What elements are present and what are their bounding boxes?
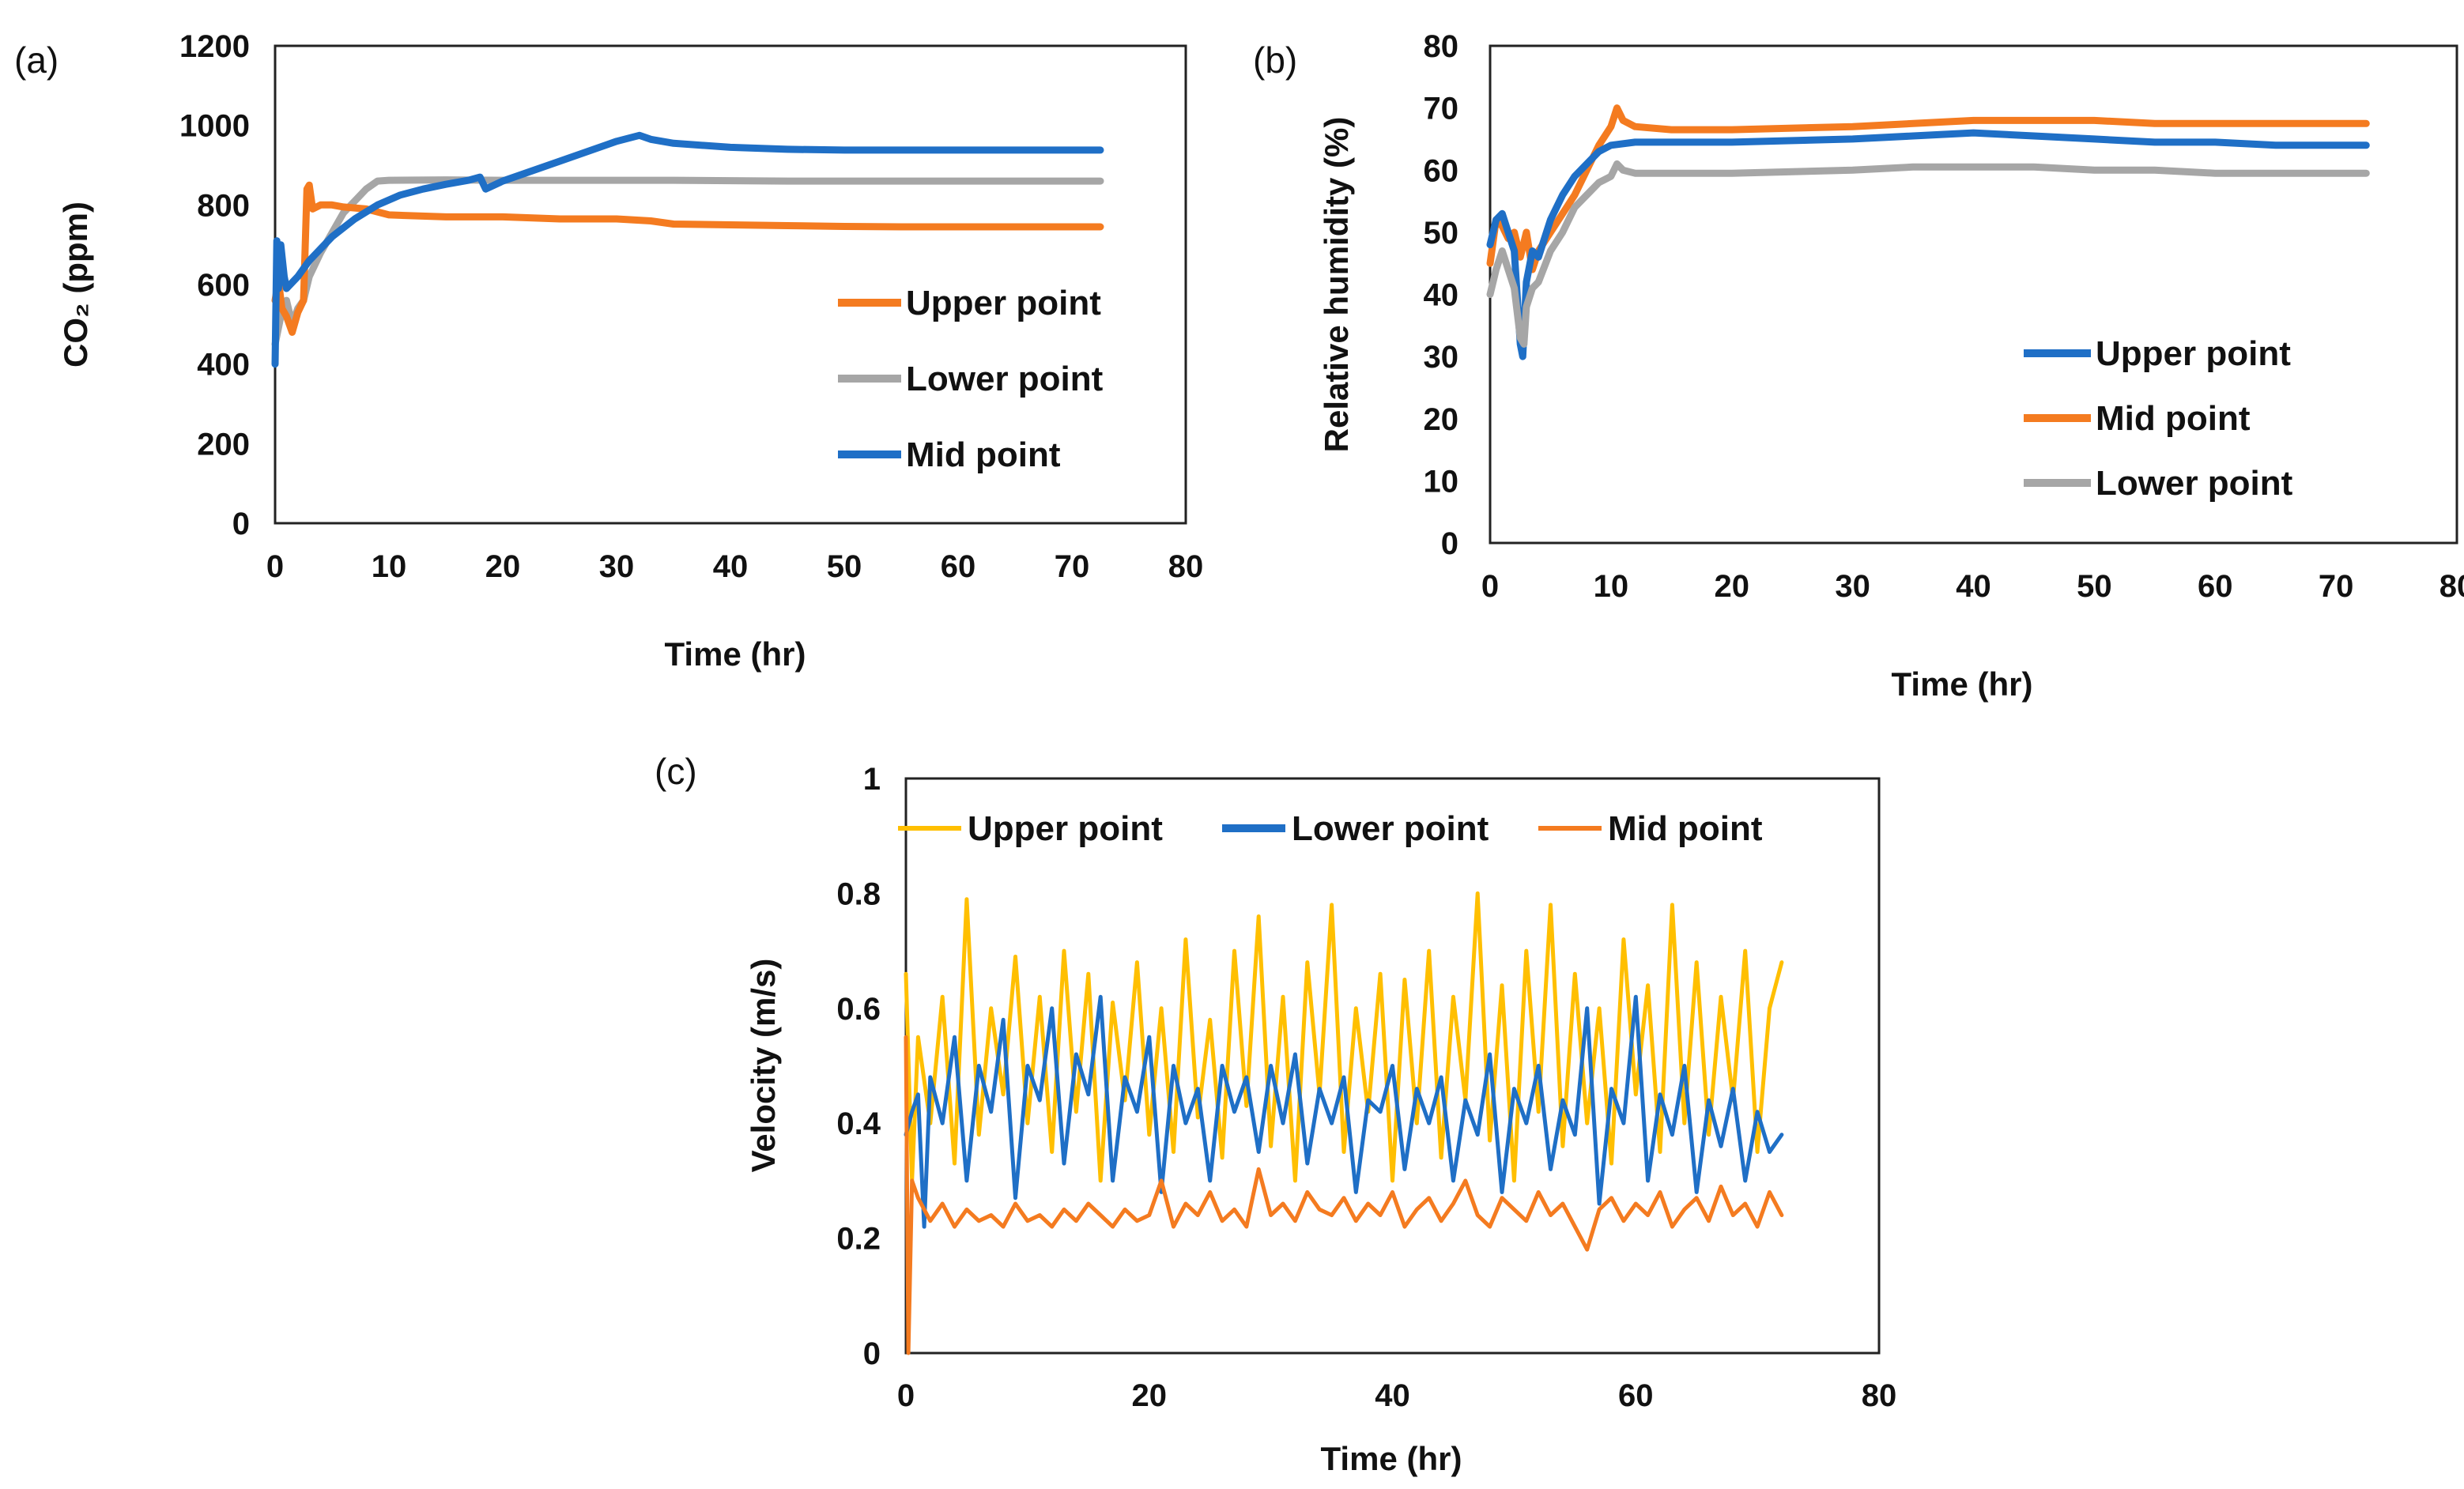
legend-entry-label: Lower point — [906, 360, 1104, 398]
series-line-lower-point — [1486, 160, 2370, 348]
x-tick-label: 0 — [897, 1378, 915, 1413]
x-tick-label: 0 — [1481, 569, 1499, 604]
chart-humidity: 0 10 20 30 40 50 60 70 80 0 10 20 30 40 50 60 70 80 Time (… — [1318, 29, 2464, 703]
y-tick-label: 60 — [1424, 153, 1459, 188]
y-tick-label: 0 — [1441, 526, 1458, 561]
panel-label-a: (a) — [14, 40, 58, 81]
legend: Upper point Lower point Mid point — [898, 809, 1763, 848]
y-tick-label: 40 — [1424, 278, 1459, 313]
y-tick-label: 0 — [863, 1336, 881, 1371]
x-tick-label: 0 — [266, 549, 284, 584]
x-axis-title: Time (hr) — [1321, 1440, 1462, 1477]
x-tick-label: 60 — [941, 549, 976, 584]
x-tick-label: 70 — [1055, 549, 1090, 584]
legend-entry-label: Lower point — [1292, 809, 1489, 848]
y-tick-label: 800 — [197, 188, 250, 223]
x-tick-label: 40 — [713, 549, 749, 584]
series-line-mid-point — [1486, 104, 2370, 273]
panel-label-b: (b) — [1253, 40, 1297, 81]
x-tick-label: 80 — [1168, 549, 1204, 584]
y-tick-label: 30 — [1424, 340, 1459, 375]
x-axis-title: Time (hr) — [1892, 665, 2033, 703]
y-tick-label: 1000 — [179, 109, 250, 144]
chart-velocity: 0 20 40 60 80 0 0.2 0.4 0.6 0.8 1 Time (hr) Velocity… — [745, 762, 1896, 1477]
legend-entry-label: Mid point — [2096, 399, 2251, 438]
x-tick-label: 30 — [1835, 569, 1870, 604]
x-tick-label: 10 — [1594, 569, 1629, 604]
y-axis-title: Velocity (m/s) — [745, 959, 782, 1173]
y-tick-label: 50 — [1424, 216, 1459, 251]
y-tick-label: 1 — [863, 762, 881, 797]
y-axis-title: Relative humidity (%) — [1318, 117, 1355, 453]
y-tick-label: 200 — [197, 427, 250, 462]
x-tick-label: 50 — [2077, 569, 2112, 604]
legend-entry-label: Upper point — [906, 284, 1101, 322]
y-tick-label: 20 — [1424, 402, 1459, 437]
x-tick-label: 40 — [1375, 1378, 1410, 1413]
series-line-upper-point — [271, 181, 1104, 336]
y-tick-label: 0.2 — [836, 1222, 881, 1257]
legend-entry-label: Upper point — [968, 809, 1163, 848]
y-tick-label: 400 — [197, 348, 250, 383]
x-tick-label: 40 — [1956, 569, 1991, 604]
series-line-mid-point — [271, 131, 1104, 368]
x-tick-label: 20 — [1132, 1378, 1168, 1413]
legend-entry-label: Mid point — [906, 435, 1061, 474]
x-tick-label: 80 — [1862, 1378, 1897, 1413]
legend-entry-label: Upper point — [2096, 334, 2291, 373]
series-line-mid-point — [904, 1035, 1784, 1355]
legend-entry-label: Mid point — [1608, 809, 1763, 848]
y-tick-label: 0.4 — [836, 1106, 881, 1141]
legend: Upper point Mid point Lower point — [2024, 334, 2293, 503]
legend-entry-label: Lower point — [2096, 464, 2293, 503]
x-tick-label: 20 — [485, 549, 521, 584]
series-line-upper-point — [904, 891, 1784, 1183]
x-tick-label: 30 — [599, 549, 635, 584]
x-tick-label: 60 — [2198, 569, 2233, 604]
panel-label-c: (c) — [655, 751, 697, 792]
x-tick-label: 50 — [827, 549, 862, 584]
y-tick-label: 0.6 — [836, 992, 881, 1027]
y-tick-label: 1200 — [179, 29, 250, 64]
series-line-lower-point — [904, 994, 1784, 1229]
y-axis-title: CO₂ (ppm) — [57, 202, 94, 368]
x-tick-label: 20 — [1715, 569, 1750, 604]
x-tick-label: 70 — [2319, 569, 2354, 604]
legend: Upper point Lower point Mid point — [838, 284, 1104, 474]
x-tick-label: 60 — [1618, 1378, 1654, 1413]
y-tick-label: 600 — [197, 268, 250, 303]
x-tick-label: 10 — [372, 549, 407, 584]
y-tick-label: 0 — [232, 507, 250, 541]
x-axis-title: Time (hr) — [665, 635, 806, 673]
y-tick-label: 0.8 — [836, 876, 881, 911]
x-tick-label: 80 — [2439, 569, 2464, 604]
y-tick-label: 70 — [1424, 92, 1459, 126]
y-tick-label: 80 — [1424, 29, 1459, 64]
chart-co2: 0 10 20 30 40 50 60 70 80020040060080010001200Ti… — [57, 29, 1203, 673]
y-tick-label: 10 — [1424, 464, 1459, 499]
